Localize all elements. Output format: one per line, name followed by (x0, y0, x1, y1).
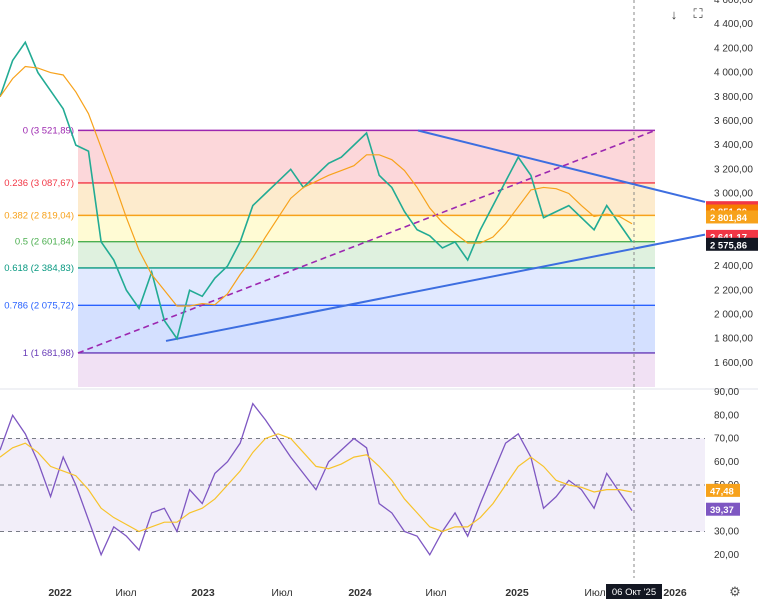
price-axis-tick: 3 200,00 (714, 164, 753, 175)
crosshair-date-badge (606, 584, 662, 599)
price-axis-tick: 3 600,00 (714, 116, 753, 127)
x-axis-tick: 2024 (348, 587, 372, 599)
price-axis-tick: 3 400,00 (714, 140, 753, 151)
price-ma-line (0, 65, 633, 307)
arrow-down-icon[interactable]: ↓ (670, 6, 678, 22)
price-axis-tick: 2 200,00 (714, 285, 753, 296)
fib-level-label: 0.786 (2 075,72) (4, 300, 74, 311)
rsi-axis-tick: 20,00 (714, 550, 739, 561)
fib-level-label: 0.382 (2 819,04) (4, 210, 74, 221)
rsi-badge-label: 47,48 (710, 486, 734, 497)
rsi-axis-tick: 80,00 (714, 410, 739, 421)
fib-level-label: 1 (1 681,98) (23, 348, 74, 359)
rsi-axis-tick: 90,00 (714, 387, 739, 398)
fib-zone (78, 267, 655, 306)
x-axis-tick: Июл (115, 587, 136, 599)
fib-zone (78, 130, 655, 183)
x-axis-tick: 2025 (505, 587, 529, 599)
fib-level-label: 0 (3 521,89) (23, 125, 74, 136)
price-badge-label: 2 801,84 (710, 213, 748, 224)
support-trendline (165, 233, 706, 342)
price-badge (706, 237, 758, 251)
fib-zone (78, 215, 655, 242)
rsi-axis-tick: 30,00 (714, 527, 739, 538)
fib-zone (78, 241, 655, 268)
rsi-axis-tick: 70,00 (714, 434, 739, 445)
resistance-trendline (417, 129, 706, 203)
rsi-badge (706, 502, 740, 516)
x-axis-tick: 2026 (663, 587, 687, 599)
settings-gear-icon[interactable]: ⚙ (729, 584, 741, 599)
price-badge-label: 2 575,86 (710, 240, 747, 251)
fib-zone (78, 352, 655, 387)
crosshair-date-label: 06 Окт '25 (612, 587, 656, 598)
x-axis-tick: Июл (584, 587, 605, 599)
rsi-badge (706, 483, 740, 497)
rsi-sma-line (0, 433, 633, 533)
price-axis-tick: 3 000,00 (714, 189, 753, 200)
price-series-line (0, 40, 633, 341)
fib-level-label: 0.5 (2 601,84) (15, 237, 74, 248)
rsi-badge-label: 39,37 (710, 505, 734, 516)
price-axis-tick: 2 000,00 (714, 309, 753, 320)
fib-dashed-trendline (77, 129, 656, 354)
price-axis-tick: 4 200,00 (714, 43, 753, 54)
rsi-line (0, 402, 633, 557)
x-axis-tick: Июл (271, 587, 292, 599)
price-axis-tick: 4 400,00 (714, 19, 753, 30)
price-axis-tick: 3 800,00 (714, 92, 753, 103)
fib-level-label: 0.618 (2 384,83) (4, 263, 74, 274)
price-axis-tick: 1 800,00 (714, 334, 753, 345)
fib-level-label: 0.236 (3 087,67) (4, 178, 74, 189)
price-axis-tick: 4 000,00 (714, 68, 753, 79)
price-axis-tick: 1 600,00 (714, 358, 753, 369)
fib-zone (78, 305, 655, 353)
x-axis-tick: Июл (425, 587, 446, 599)
price-badge (706, 210, 758, 224)
price-axis-tick: 4 600,00 (714, 0, 753, 6)
fullscreen-icon[interactable]: ⛶ (693, 6, 703, 21)
fib-zone (78, 182, 655, 216)
price-axis-tick: 2 400,00 (714, 261, 753, 272)
x-axis-tick: 2023 (191, 587, 215, 599)
x-axis-tick: 2022 (48, 587, 72, 599)
rsi-axis-tick: 60,00 (714, 457, 739, 468)
